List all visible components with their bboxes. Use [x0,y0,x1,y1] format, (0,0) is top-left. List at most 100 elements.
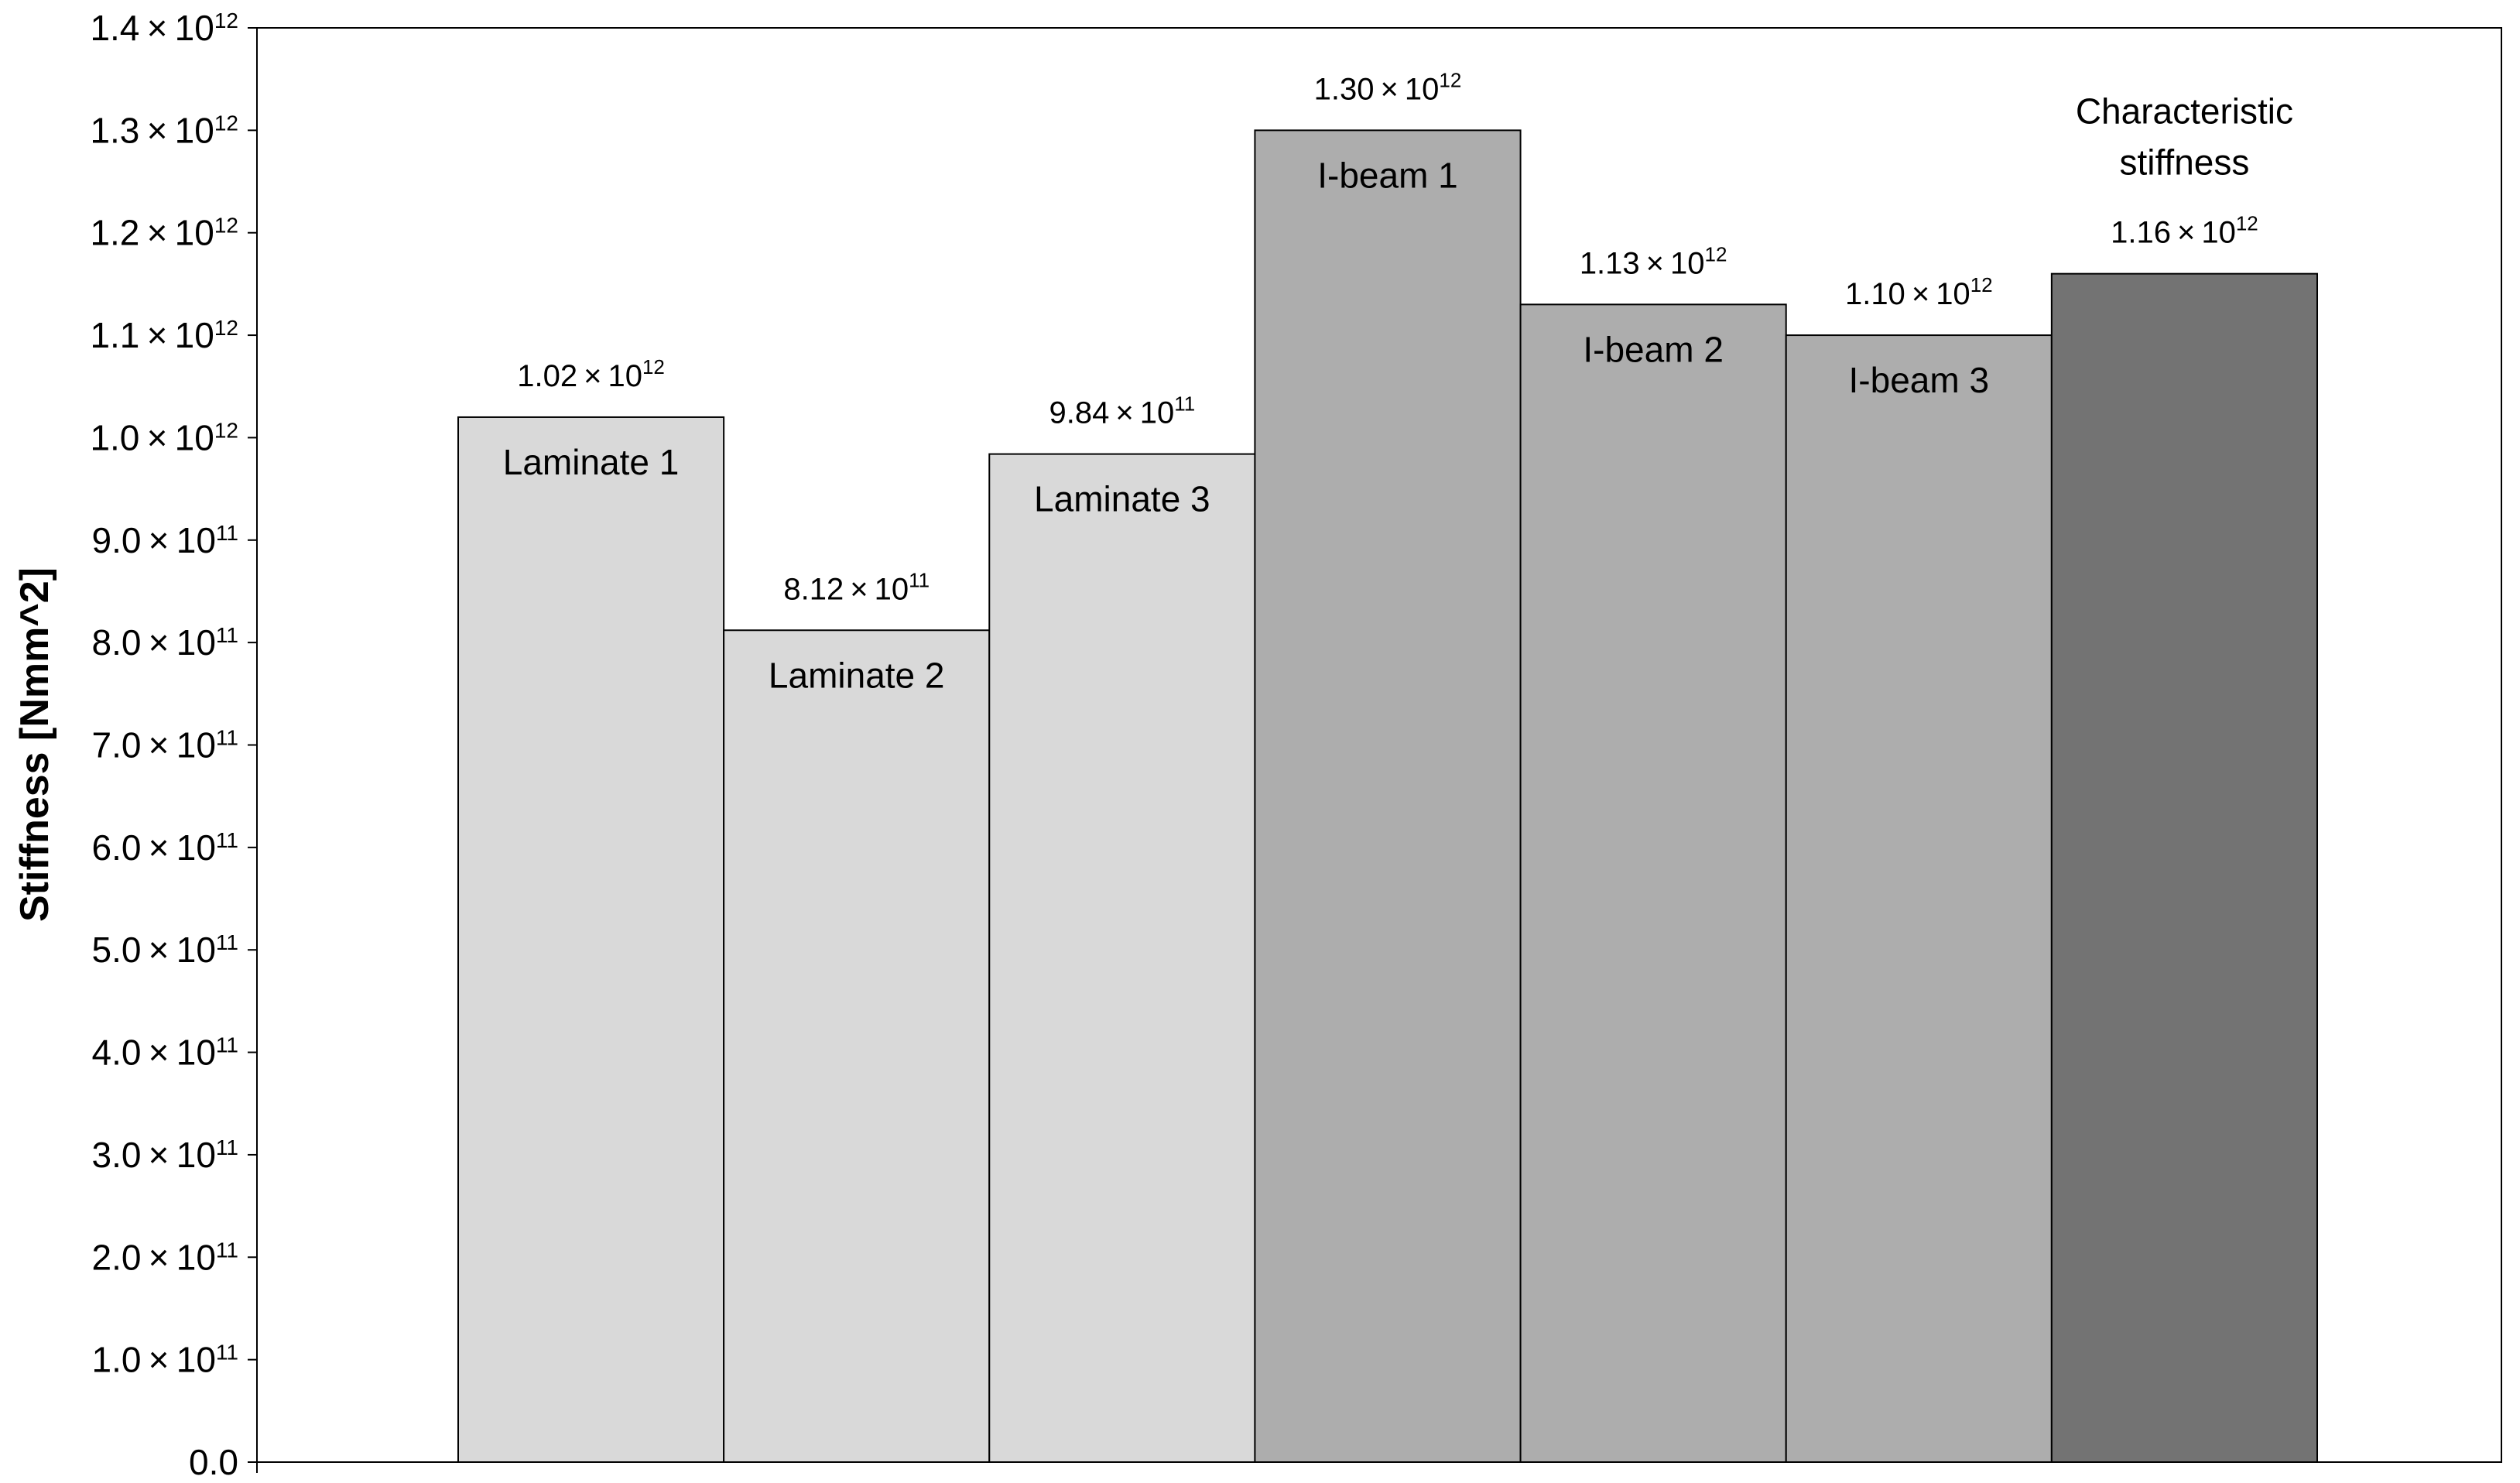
bar-value-label-times-ten: × 10 [844,572,909,606]
bar-value-label-mantissa: 1.16 [2111,216,2171,250]
bar-category-label-line: stiffness [2119,142,2249,183]
y-tick-label-times-ten: × 10 [141,827,215,868]
y-tick-label-mantissa: 2.0 [92,1237,142,1277]
bar-value-label-exponent: 12 [1970,273,1993,296]
y-tick-label-times-ten: × 10 [141,725,215,765]
y-tick-label-mantissa: 0.0 [189,1442,238,1482]
bar-value-label-times-ten: × 10 [2171,216,2236,250]
y-tick-label-mantissa: 1.0 [90,417,139,457]
bar-value-label-mantissa: 1.13 [1580,246,1640,280]
y-tick-label-mantissa: 4.0 [92,1033,142,1073]
y-tick-label-times-ten: × 10 [141,1135,215,1175]
y-tick-label-exponent: 12 [214,418,238,442]
y-tick-label-mantissa: 6.0 [92,827,142,868]
bar-value-label-exponent: 11 [909,568,930,591]
y-tick-label: 1.0 × 1011 [92,1340,238,1380]
y-tick-label-exponent: 11 [216,1341,238,1365]
bar-value-label-mantissa: 1.02 [517,359,577,393]
bar-5 [1519,303,1787,1464]
y-tick-label: 2.0 × 1011 [92,1237,238,1277]
y-tick-label-mantissa: 1.3 [90,110,139,150]
y-axis-title: Stiffness [Nmm^2] [12,567,57,922]
bar-value-label-times-ten: × 10 [1905,277,1970,311]
y-tick-label-mantissa: 1.1 [90,315,139,355]
y-tick-label: 3.0 × 1011 [92,1135,238,1175]
y-tick-label: 8.0 × 1011 [92,622,238,663]
y-tick-label-exponent: 11 [216,726,238,750]
y-tick-label-exponent: 11 [216,623,238,647]
y-tick-label-times-ten: × 10 [139,8,214,48]
bar-4 [1254,129,1522,1463]
y-tick-label-exponent: 12 [214,316,238,340]
bar-value-label: 9.84 × 1011 [1049,392,1195,430]
bar-value-label: 8.12 × 1011 [783,568,930,606]
bar-7 [2050,272,2319,1464]
bar-value-label-mantissa: 9.84 [1049,396,1109,430]
y-tick-label-times-ten: × 10 [141,1237,215,1277]
bar-value-label-exponent: 12 [2236,212,2258,235]
bar-value-label-mantissa: 1.30 [1314,72,1375,106]
y-tick-label-exponent: 11 [216,1238,238,1262]
y-tick-label: 4.0 × 1011 [92,1033,238,1073]
y-tick-label: 1.0 × 1012 [90,417,238,457]
bar-3 [988,453,1256,1463]
y-tick-label-mantissa: 8.0 [92,622,142,663]
bar-value-label-mantissa: 8.12 [783,572,844,606]
bar-value-label-times-ten: × 10 [1640,246,1705,280]
y-tick-label-mantissa: 7.0 [92,725,142,765]
y-tick-label-times-ten: × 10 [141,1340,215,1380]
bar-category-label: Laminate 3 [1034,479,1210,519]
y-tick-label-exponent: 11 [216,1033,238,1057]
y-tick-label-exponent: 12 [214,111,238,135]
bar-value-label: 1.16 × 1012 [2111,212,2258,250]
bar-value-label: 1.02 × 1012 [517,355,665,393]
y-tick-label-exponent: 11 [216,828,238,852]
bar-value-label: 1.30 × 1012 [1314,68,1462,106]
bar-value-label-exponent: 12 [1705,242,1727,265]
bar-2 [723,629,991,1463]
y-tick-label-exponent: 11 [216,930,238,954]
bar-category-label: Characteristic stiffness [2076,91,2293,183]
bar-category-label: I-beam 2 [1583,329,1724,369]
bar-category-label-line: Characteristic [2076,91,2293,132]
bar-value-label-exponent: 11 [1174,392,1195,416]
y-tick-label: 0.0 [189,1442,238,1482]
y-tick-label-mantissa: 9.0 [92,520,142,560]
y-tick-label: 7.0 × 1011 [92,725,238,765]
y-tick-label-times-ten: × 10 [141,1033,215,1073]
y-tick-label-mantissa: 1.0 [92,1340,142,1380]
bar-value-label-exponent: 12 [642,355,665,378]
bar-category-label: Laminate 2 [769,655,945,695]
y-tick-label: 1.1 × 1012 [90,315,238,355]
y-tick-label: 1.2 × 1012 [90,213,238,253]
y-tick-label-exponent: 11 [216,1135,238,1159]
y-tick-label-times-ten: × 10 [141,520,215,560]
bar-value-label: 1.13 × 1012 [1580,242,1727,280]
y-tick-label: 1.4 × 1012 [90,8,238,48]
bar-value-label-times-ten: × 10 [1375,72,1440,106]
bar-category-label: Laminate 1 [503,442,680,482]
y-tick-label-times-ten: × 10 [139,110,214,150]
bar-value-label: 1.10 × 1012 [1845,273,1993,311]
y-tick-label-times-ten: × 10 [139,213,214,253]
y-tick-label-mantissa: 1.2 [90,213,139,253]
bar-value-label-times-ten: × 10 [1109,396,1174,430]
y-tick-label-mantissa: 5.0 [92,930,142,970]
y-tick-label-mantissa: 1.4 [90,8,139,48]
y-tick-label: 9.0 × 1011 [92,520,238,560]
y-tick-label-times-ten: × 10 [141,930,215,970]
y-tick-label-times-ten: × 10 [139,417,214,457]
bar-value-label-times-ten: × 10 [577,359,642,393]
y-tick-label-mantissa: 3.0 [92,1135,142,1175]
y-tick-label-exponent: 12 [214,214,238,238]
y-tick-label-times-ten: × 10 [141,622,215,663]
bar-value-label-exponent: 12 [1439,68,1461,91]
y-tick-label-times-ten: × 10 [139,315,214,355]
bar-category-label: I-beam 1 [1317,155,1458,195]
y-tick-label: 6.0 × 1011 [92,827,238,868]
bar-1 [457,416,725,1463]
bar-value-label-mantissa: 1.10 [1845,277,1905,311]
bar-6 [1785,334,2053,1464]
